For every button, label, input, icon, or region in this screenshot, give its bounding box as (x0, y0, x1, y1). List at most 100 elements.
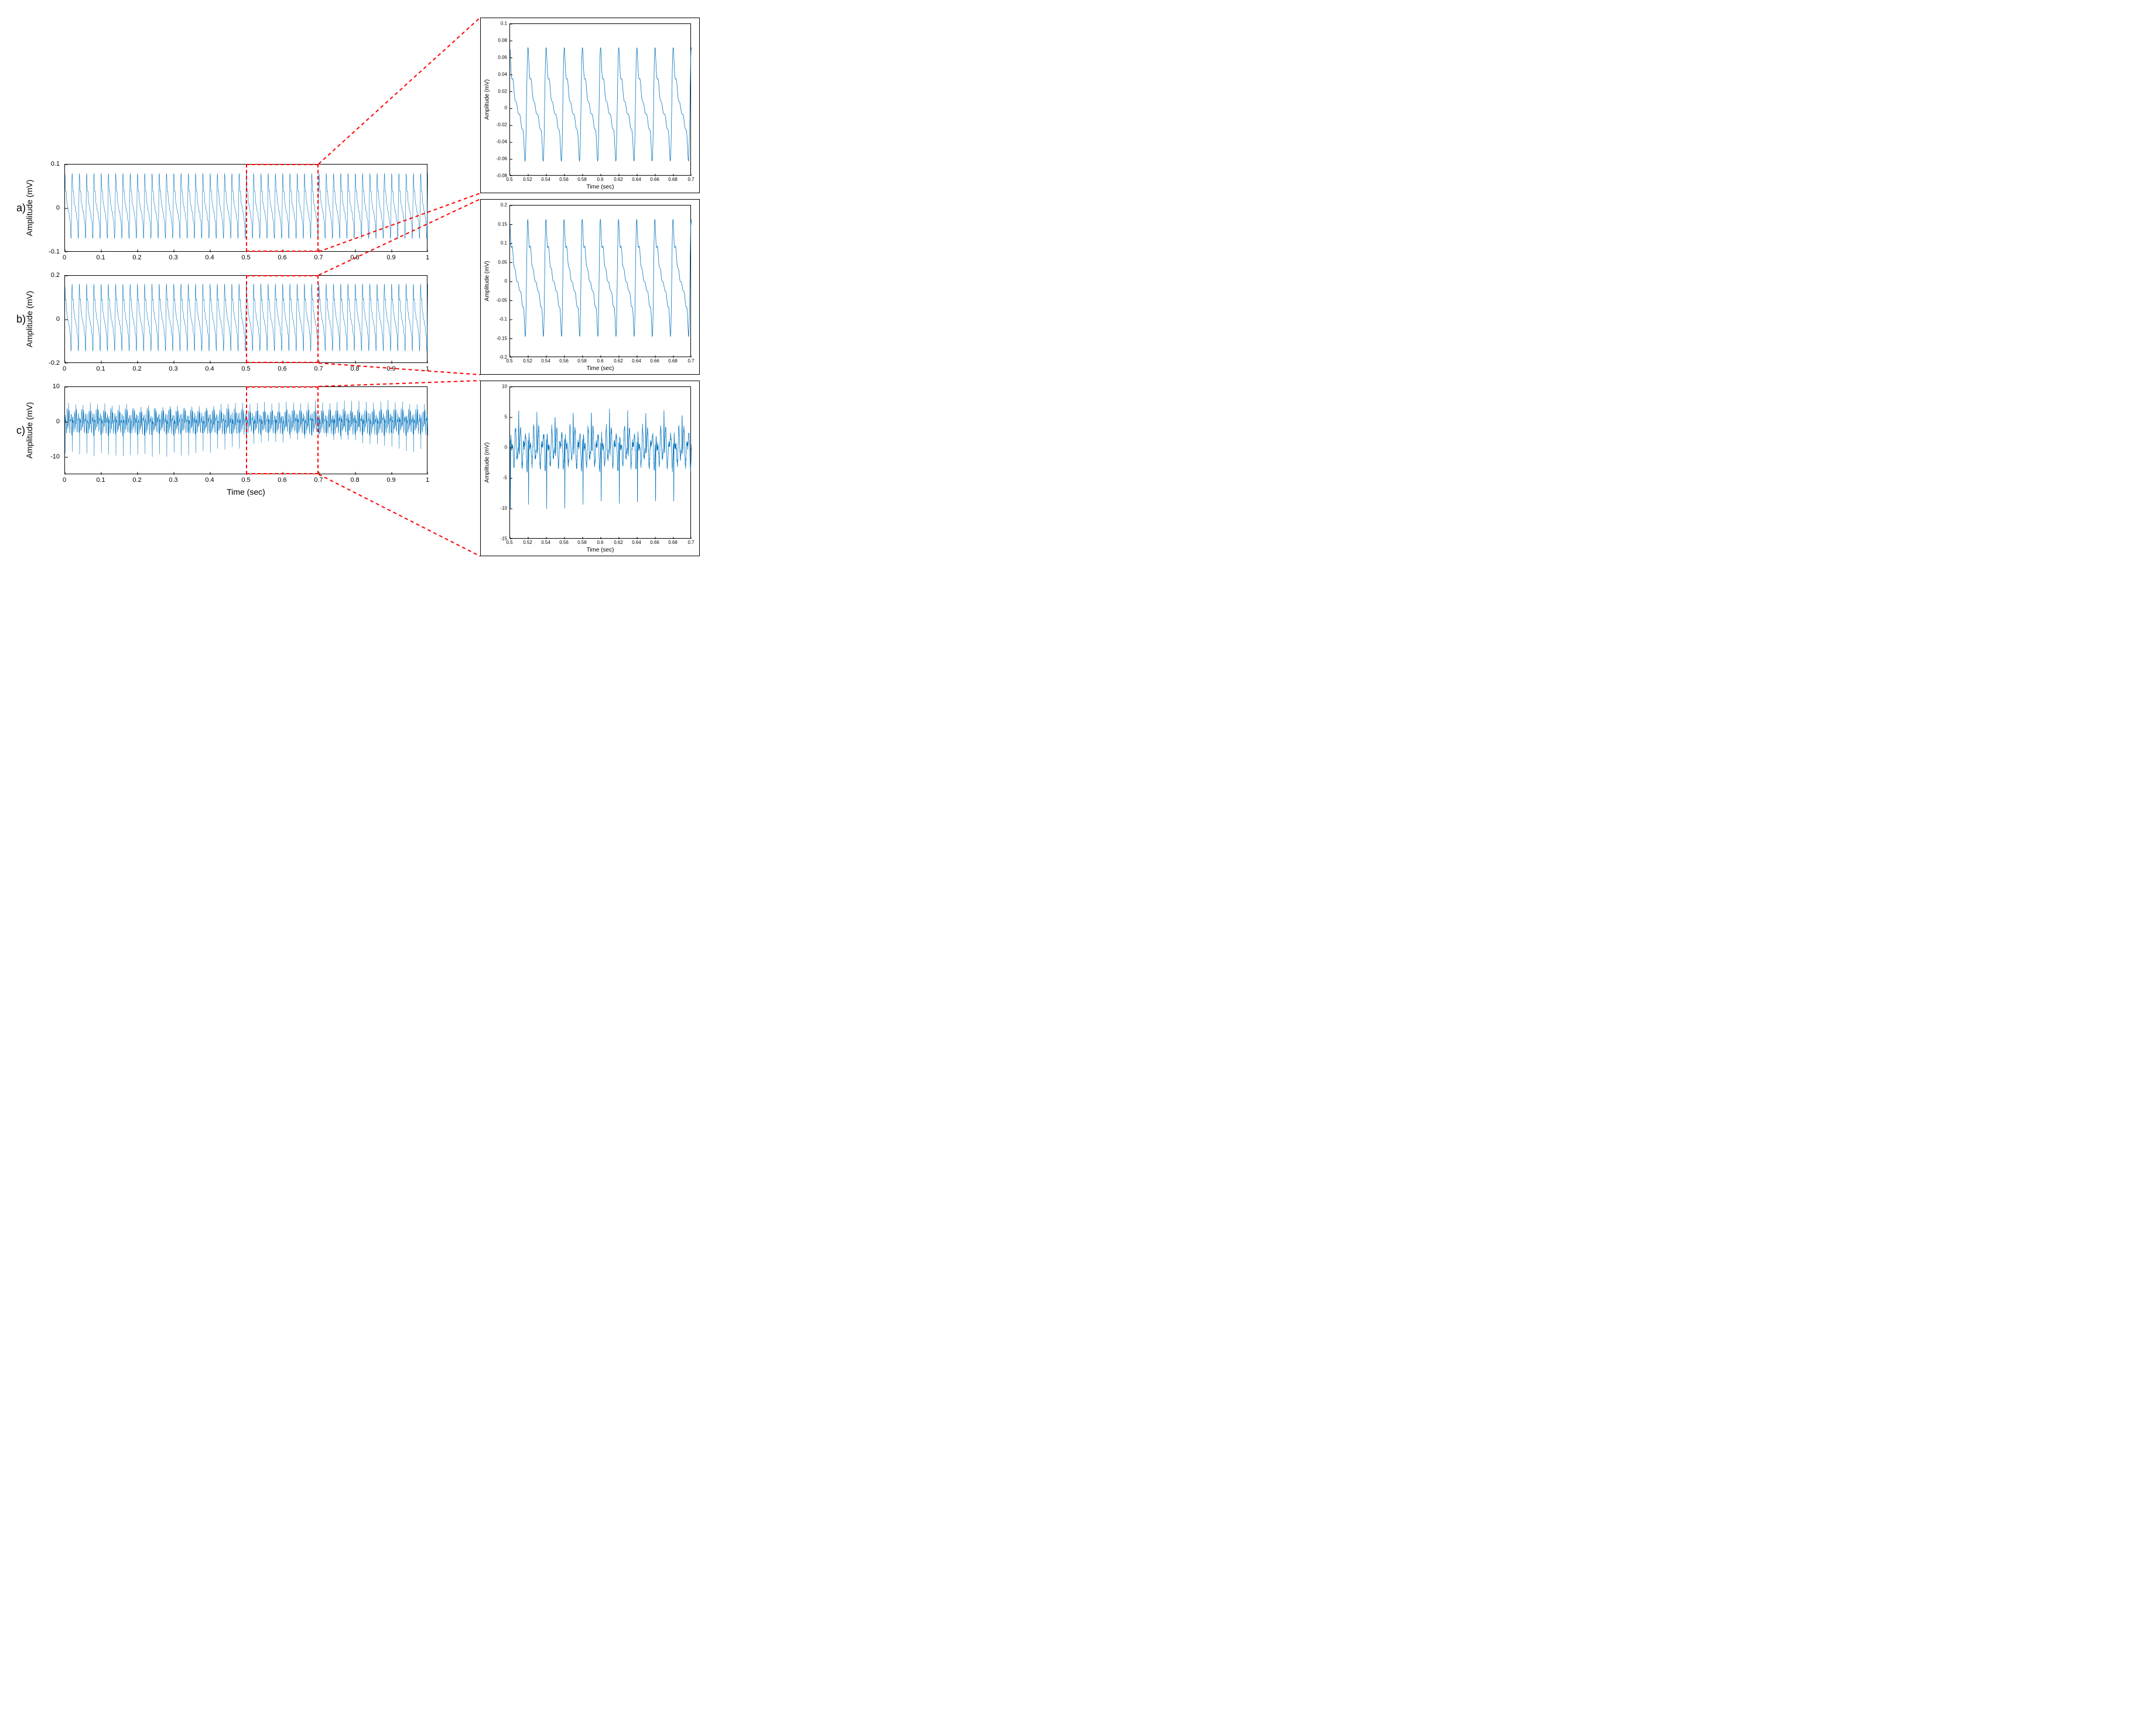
ylabel-c: Amplitude (mV) (25, 402, 34, 458)
inset-xtick: 0.62 (614, 358, 623, 364)
inset-ytick: -0.1 (499, 317, 507, 322)
inset-ytick: -0.2 (499, 355, 507, 360)
ytick: 0.1 (51, 160, 60, 167)
inset-chart-b (509, 205, 691, 357)
inset-ytick: 5 (505, 415, 507, 420)
ytick: 0 (56, 316, 60, 323)
inset-ytick: 0.02 (498, 88, 507, 94)
inset-xtick: 0.62 (614, 540, 623, 545)
inset-ytick: -5 (503, 475, 507, 481)
main-chart-c (64, 386, 427, 474)
inset-xtick: 0.64 (632, 177, 641, 182)
inset-xtick: 0.66 (650, 358, 659, 364)
xtick: 1 (426, 477, 429, 484)
inset-xtick: 0.64 (632, 540, 641, 545)
xtick: 0.2 (132, 365, 141, 372)
inset-ytick: -0.15 (497, 335, 507, 341)
inset-xtick: 0.56 (559, 358, 569, 364)
inset-ylabel-c: Amplitude (mV) (484, 443, 491, 483)
main-chart-a (64, 164, 427, 252)
inset-ytick: -0.06 (497, 156, 507, 162)
ytick: -10 (50, 453, 60, 460)
inset-xtick: 0.62 (614, 177, 623, 182)
inset-xtick: 0.52 (523, 358, 532, 364)
xtick: 0 (63, 365, 66, 372)
ytick: 10 (53, 383, 60, 390)
row-label-c: c) (16, 424, 25, 437)
inset-ytick: -0.05 (497, 297, 507, 303)
xtick: 0.9 (386, 254, 395, 261)
xtick: 0 (63, 477, 66, 484)
xtick: 0.3 (169, 477, 177, 484)
inset-xtick: 0.7 (687, 358, 694, 364)
main-chart-b (64, 275, 427, 363)
inset-ytick: 0.15 (498, 221, 507, 227)
xtick: 0.2 (132, 254, 141, 261)
main-xlabel: Time (sec) (227, 487, 265, 497)
xtick: 0.7 (314, 365, 323, 372)
inset-ytick: 0.08 (498, 37, 507, 43)
inset-xtick: 0.68 (668, 358, 678, 364)
xtick: 0.1 (96, 477, 105, 484)
xtick: 0.7 (314, 477, 323, 484)
inset-ytick: -0.08 (497, 173, 507, 179)
inset-xtick: 0.6 (597, 540, 603, 545)
inset-xtick: 0.6 (597, 358, 603, 364)
xtick: 0.8 (350, 477, 359, 484)
inset-xtick: 0.7 (687, 177, 694, 182)
inset-ytick: 0.1 (501, 21, 507, 26)
xtick: 0.5 (241, 477, 250, 484)
inset-xtick: 0.54 (541, 177, 550, 182)
inset-xtick: 0.58 (577, 540, 587, 545)
xtick: 0.7 (314, 254, 323, 261)
xtick: 0.3 (169, 254, 177, 261)
xtick: 1 (426, 254, 429, 261)
inset-ytick: 0.04 (498, 71, 507, 77)
inset-ytick: 0 (505, 445, 507, 450)
inset-xlabel-b: Time (sec) (587, 365, 614, 372)
ytick: 0 (56, 418, 60, 425)
inset-ytick: 0 (505, 279, 507, 284)
xtick: 1 (426, 365, 429, 372)
inset-xtick: 0.68 (668, 540, 678, 545)
xtick: 0.5 (241, 365, 250, 372)
xtick: 0.1 (96, 254, 105, 261)
inset-chart-c (509, 386, 691, 539)
inset-xtick: 0.68 (668, 177, 678, 182)
inset-ytick: -10 (500, 506, 507, 511)
xtick: 0.3 (169, 365, 177, 372)
inset-xlabel-c: Time (sec) (587, 547, 614, 553)
inset-xtick: 0.52 (523, 540, 532, 545)
inset-xtick: 0.58 (577, 358, 587, 364)
xtick: 0.1 (96, 365, 105, 372)
inset-ytick: -0.02 (497, 122, 507, 128)
inset-ytick: 0.05 (498, 259, 507, 265)
ylabel-a: Amplitude (mV) (25, 180, 34, 236)
inset-ytick: 0.1 (501, 241, 507, 246)
inset-xtick: 0.54 (541, 358, 550, 364)
inset-ytick: -0.04 (497, 139, 507, 145)
inset-xtick: 0.54 (541, 540, 550, 545)
xtick: 0.4 (205, 477, 214, 484)
inset-ytick: 0.06 (498, 54, 507, 60)
ytick: 0.2 (51, 272, 60, 279)
xtick: 0.8 (350, 254, 359, 261)
ytick: -0.1 (49, 248, 60, 255)
inset-ytick: 10 (502, 384, 507, 389)
inset-xtick: 0.5 (506, 177, 512, 182)
inset-xtick: 0.66 (650, 540, 659, 545)
figure-container: a)00.10.20.30.40.50.60.70.80.91-0.100.1A… (12, 12, 714, 580)
inset-xtick: 0.6 (597, 177, 603, 182)
xtick: 0.9 (386, 477, 395, 484)
inset-xtick: 0.64 (632, 358, 641, 364)
inset-xtick: 0.66 (650, 177, 659, 182)
xtick: 0 (63, 254, 66, 261)
ytick: -0.2 (49, 359, 60, 367)
inset-ytick: 0.2 (501, 203, 507, 208)
inset-xtick: 0.56 (559, 540, 569, 545)
xtick: 0.4 (205, 365, 214, 372)
inset-ytick: -15 (500, 536, 507, 542)
xtick: 0.9 (386, 365, 395, 372)
inset-ytick: 0 (505, 105, 507, 111)
inset-ylabel-a: Amplitude (mV) (484, 80, 491, 120)
